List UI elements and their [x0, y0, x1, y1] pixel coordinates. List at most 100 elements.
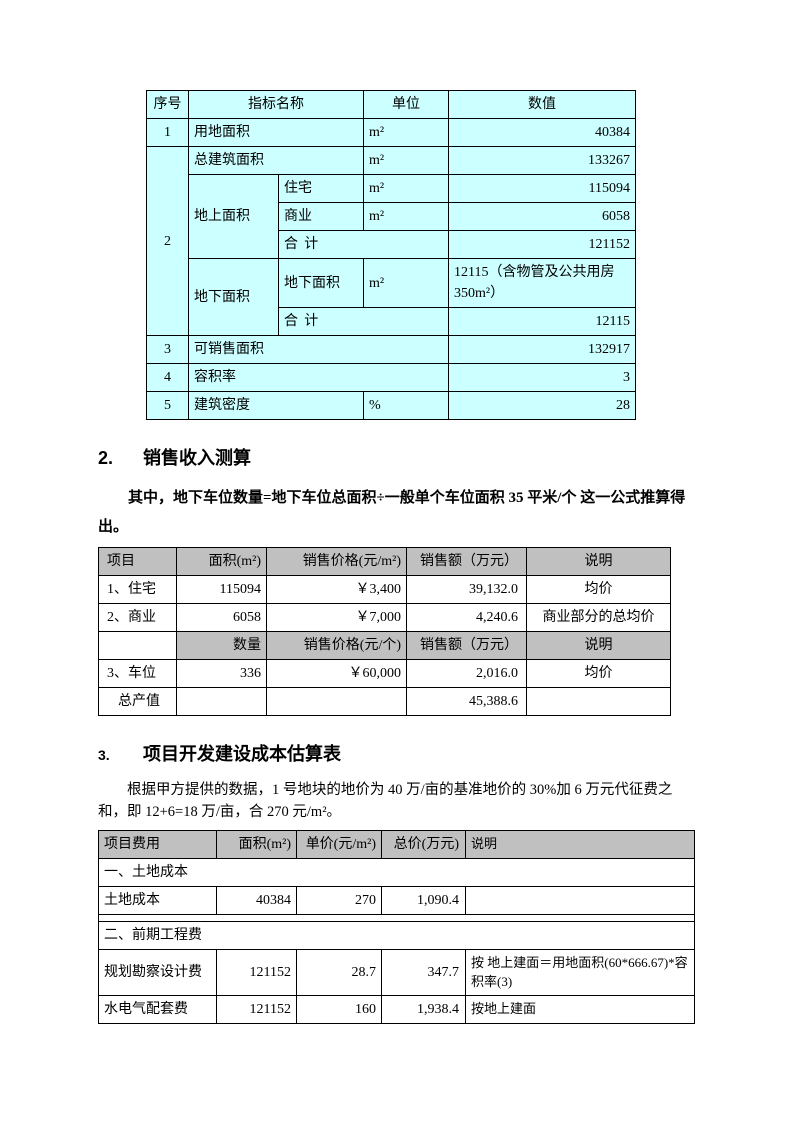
table-row: 水电气配套费 121152 160 1,938.4 按地上建面 — [99, 995, 695, 1023]
table-row: 3、车位 336 ￥60,000 2,016.0 均价 — [99, 660, 671, 688]
cell — [217, 858, 297, 886]
cell — [527, 688, 671, 716]
cell-value: 133267 — [449, 147, 636, 175]
section-3-heading: 3. 项目开发建设成本估算表 — [98, 740, 696, 766]
table-blank-row — [99, 914, 695, 921]
cell — [382, 914, 466, 921]
cell: 270 — [297, 886, 382, 914]
col-header: 总价(万元) — [382, 830, 466, 858]
cell: 土地成本 — [99, 886, 217, 914]
cell-unit: m² — [364, 175, 449, 203]
cell: 2、商业 — [99, 604, 177, 632]
cell: 336 — [177, 660, 267, 688]
section-title: 销售收入测算 — [143, 448, 251, 468]
section-2-heading: 2. 销售收入测算 — [98, 444, 696, 470]
cell: 2,016.0 — [407, 660, 527, 688]
cell-subtotal-label: 合 计 — [279, 231, 449, 259]
table-row: 一、土地成本 — [99, 858, 695, 886]
cell-value: 121152 — [449, 231, 636, 259]
table-row: 2 总建筑面积 m² 133267 — [147, 147, 636, 175]
cell-unit: m² — [364, 259, 449, 308]
cell-seq: 4 — [147, 364, 189, 392]
table-row: 2、商业 6058 ￥7,000 4,240.6 商业部分的总均价 — [99, 604, 671, 632]
cell-subtotal-label: 合 计 — [279, 308, 449, 336]
cell-value: 132917 — [449, 336, 636, 364]
cell-name: 容积率 — [189, 364, 449, 392]
cell-seq: 1 — [147, 119, 189, 147]
table-row: 地下面积 地下面积 m² 12115（含物管及公共用房350m²） — [147, 259, 636, 308]
cell: 28.7 — [297, 949, 382, 995]
table-row: 地上面积 住宅 m² 115094 — [147, 175, 636, 203]
table-header-row: 序号 指标名称 单位 数值 — [147, 91, 636, 119]
col-value-header: 数值 — [449, 91, 636, 119]
cell: 160 — [297, 995, 382, 1023]
col-header: 销售额（万元） — [407, 548, 527, 576]
cell-name: 总建筑面积 — [189, 147, 364, 175]
cell-name: 用地面积 — [189, 119, 364, 147]
cell-value: 40384 — [449, 119, 636, 147]
cell — [297, 914, 382, 921]
cell: 一、土地成本 — [99, 858, 217, 886]
cell: 规划勘察设计费 — [99, 949, 217, 995]
cell: 4,240.6 — [407, 604, 527, 632]
section-2-para: 其中，地下车位数量=地下车位总面积÷一般单个车位面积 35 平米/个 这一公式推… — [98, 484, 696, 541]
table-row: 规划勘察设计费 121152 28.7 347.7 按 地上建面＝用地面积(60… — [99, 949, 695, 995]
cell-sub: 住宅 — [279, 175, 364, 203]
cell-name: 建筑密度 — [189, 392, 364, 420]
cell: 1,938.4 — [382, 995, 466, 1023]
table-row: 1 用地面积 m² 40384 — [147, 119, 636, 147]
cell — [217, 914, 297, 921]
col-header: 销售价格(元/个) — [267, 632, 407, 660]
cell-unit: m² — [364, 203, 449, 231]
cell: 均价 — [527, 576, 671, 604]
col-header: 说明 — [527, 632, 671, 660]
cell-seq: 2 — [147, 147, 189, 336]
cell — [297, 858, 382, 886]
cell-value: 115094 — [449, 175, 636, 203]
indicator-table: 序号 指标名称 单位 数值 1 用地面积 m² 40384 2 总建筑面积 m²… — [146, 90, 636, 420]
col-header: 面积(m²) — [177, 548, 267, 576]
col-header: 面积(m²) — [217, 830, 297, 858]
cell — [382, 921, 466, 949]
table-subheader-row: 数量 销售价格(元/个) 销售额（万元） 说明 — [99, 632, 671, 660]
cell — [466, 886, 695, 914]
cell — [297, 921, 382, 949]
cell-value: 28 — [449, 392, 636, 420]
cell: 347.7 — [382, 949, 466, 995]
table-row: 3 可销售面积 132917 — [147, 336, 636, 364]
cell-unit: m² — [364, 147, 449, 175]
col-header: 说明 — [466, 830, 695, 858]
cell: 1,090.4 — [382, 886, 466, 914]
cell-unit: % — [364, 392, 449, 420]
cell: 按地上建面 — [466, 995, 695, 1023]
cell-name: 可销售面积 — [189, 336, 449, 364]
col-header: 说明 — [527, 548, 671, 576]
cell: 45,388.6 — [407, 688, 527, 716]
table-row: 5 建筑密度 % 28 — [147, 392, 636, 420]
cell-value: 12115 — [449, 308, 636, 336]
cell-sub: 商业 — [279, 203, 364, 231]
cell: 6058 — [177, 604, 267, 632]
cell — [99, 914, 217, 921]
cell-value: 6058 — [449, 203, 636, 231]
cell-value: 12115（含物管及公共用房350m²） — [449, 259, 636, 308]
cell-unit: m² — [364, 119, 449, 147]
table-header-row: 项目 面积(m²) 销售价格(元/m²) 销售额（万元） 说明 — [99, 548, 671, 576]
cell-group-label: 地上面积 — [189, 175, 279, 259]
cell: 均价 — [527, 660, 671, 688]
col-name-header: 指标名称 — [189, 91, 364, 119]
cell: 水电气配套费 — [99, 995, 217, 1023]
table-row: 4 容积率 3 — [147, 364, 636, 392]
cell: 商业部分的总均价 — [527, 604, 671, 632]
col-header: 项目费用 — [99, 830, 217, 858]
cell — [382, 858, 466, 886]
cost-estimate-table: 项目费用 面积(m²) 单价(元/m²) 总价(万元) 说明 一、土地成本 土地… — [98, 830, 695, 1024]
col-header: 销售额（万元） — [407, 632, 527, 660]
section-3-para: 根据甲方提供的数据，1 号地块的地价为 40 万/亩的基准地价的 30%加 6 … — [98, 780, 696, 824]
cell-sub: 地下面积 — [279, 259, 364, 308]
cell: 40384 — [217, 886, 297, 914]
cell — [466, 921, 695, 949]
cell: 121152 — [217, 995, 297, 1023]
section-number: 2. — [98, 448, 138, 469]
cell — [177, 688, 267, 716]
